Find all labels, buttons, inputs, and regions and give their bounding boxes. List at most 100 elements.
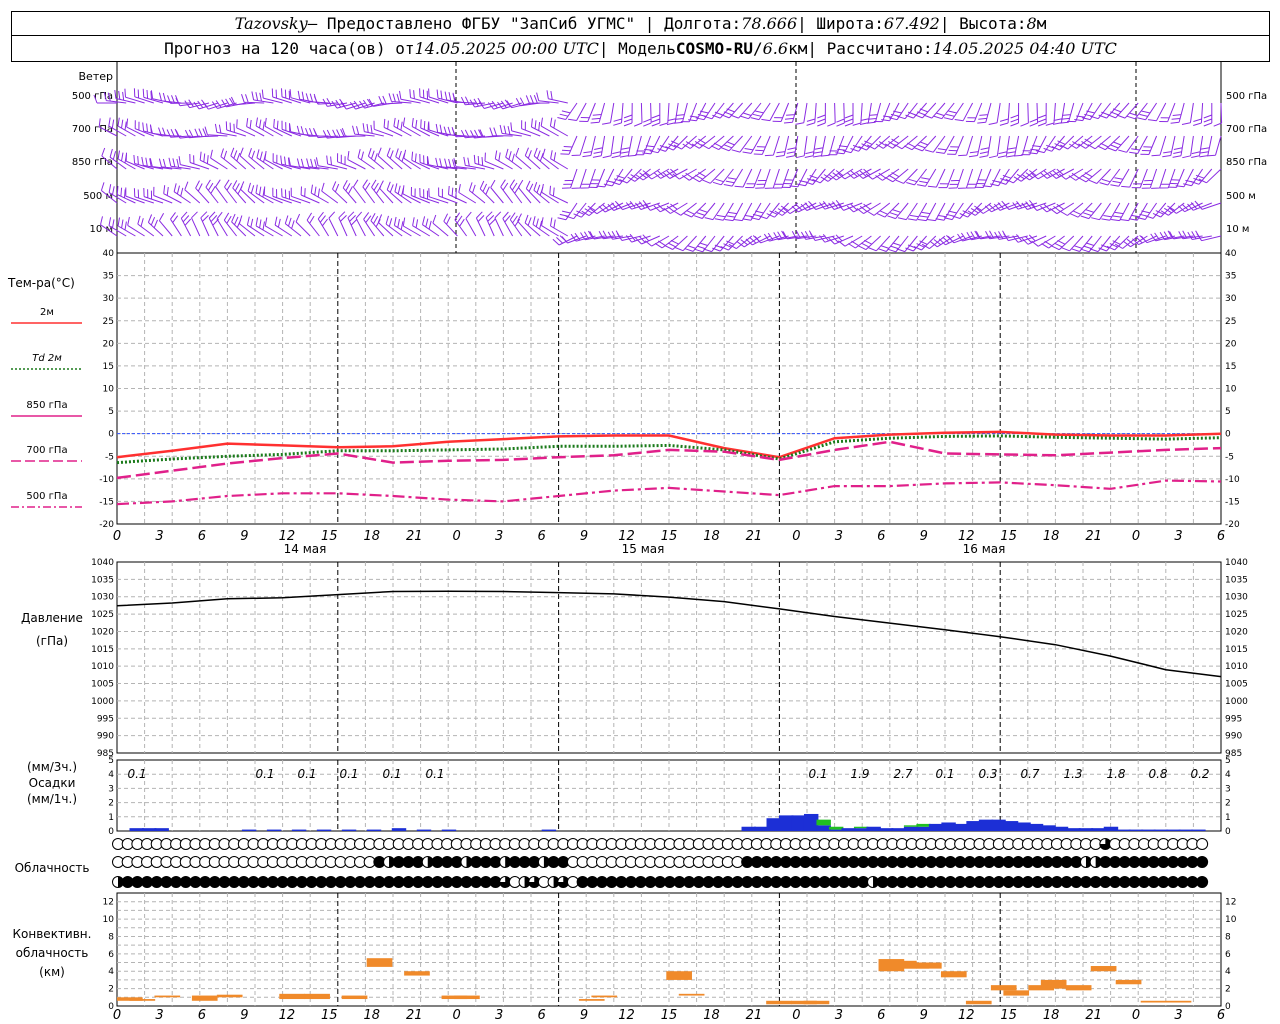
wind-barb	[216, 211, 228, 237]
wind-barb	[1159, 168, 1176, 189]
wind-barb	[184, 181, 201, 204]
conv-cloud-bar	[1003, 990, 1030, 996]
wind-barb	[271, 88, 292, 104]
wind-barb	[281, 188, 302, 204]
wind-barb	[133, 188, 154, 204]
precip-total-label: 2.7	[893, 767, 912, 781]
wind-barb	[1187, 230, 1212, 240]
temp-series-line	[116, 479, 1222, 506]
wind-barb	[525, 180, 541, 204]
wind-barb	[223, 212, 237, 237]
temp-ytick-right: 40	[1225, 249, 1237, 259]
pressure-ytick-right: 1015	[1225, 645, 1248, 655]
wind-barb	[1106, 235, 1130, 251]
wind-barb	[758, 202, 780, 220]
conv-cloud-bar	[1090, 966, 1117, 972]
wind-barb	[875, 135, 900, 149]
wind-barb	[644, 168, 670, 180]
wind-barb	[954, 102, 974, 122]
pressure-label-2: (гПа)	[36, 634, 68, 648]
wind-level-label-right: 500 м	[1226, 191, 1256, 202]
wind-barb	[654, 235, 679, 249]
wind-barb	[194, 128, 219, 138]
wind-barb	[1123, 235, 1148, 248]
conv-ytick-left: 12	[103, 898, 114, 908]
wind-barb	[289, 89, 311, 104]
wind-barb	[924, 135, 946, 153]
temp-series-line	[116, 440, 1222, 480]
wind-barb	[623, 102, 633, 127]
wind-barb	[1080, 202, 1102, 220]
temp-ytick-left: -5	[105, 452, 114, 462]
wind-barb	[589, 202, 615, 215]
conv-cloud-bar	[965, 1000, 992, 1005]
wind-barb	[419, 153, 440, 170]
wind-barb	[1028, 135, 1047, 155]
precip-bar-blue	[828, 829, 844, 831]
wind-barb	[683, 202, 707, 218]
wind-barb	[367, 148, 385, 170]
wind-barb	[887, 202, 909, 220]
time-tick-label: 18	[703, 529, 720, 544]
precip-bar-blue	[1153, 829, 1169, 831]
wind-barb	[256, 149, 274, 170]
wind-barb	[1172, 135, 1185, 158]
wind-barb	[979, 135, 992, 158]
wind-barb	[264, 217, 283, 237]
wind-barb	[189, 153, 210, 170]
wind-barb	[103, 92, 127, 104]
wind-barb	[331, 98, 357, 109]
wind-barb	[377, 214, 394, 237]
pressure-ytick-left: 1040	[91, 558, 114, 568]
wind-barb	[357, 149, 375, 170]
wind-barb	[443, 213, 458, 237]
wind-barb	[117, 117, 136, 137]
wind-barb	[894, 135, 918, 150]
precip-bar-blue	[1128, 829, 1144, 831]
altitude-value: 8	[1026, 14, 1037, 33]
precip-bar-blue	[978, 819, 994, 831]
wind-barb	[712, 168, 734, 186]
temp-ytick-left: 5	[108, 407, 114, 417]
wind-barb	[435, 157, 458, 170]
wind-barb	[497, 99, 522, 110]
wind-barb	[888, 102, 909, 121]
wind-barb	[178, 156, 200, 170]
wind-barb	[613, 102, 624, 126]
wind-barb	[704, 202, 725, 221]
time-tick-label-bottom: 12	[279, 1008, 296, 1023]
wind-barb	[1043, 135, 1065, 152]
wind-barb	[549, 117, 569, 137]
wind-barb	[332, 128, 357, 139]
time-tick-label-bottom: 15	[321, 1008, 338, 1023]
time-tick-label-bottom: 21	[1085, 1008, 1102, 1023]
wind-barb	[976, 202, 1001, 214]
pressure-ytick-right: 1040	[1225, 558, 1248, 568]
wind-barb	[1020, 102, 1029, 127]
temp-legend-label: 850 гПа	[26, 400, 67, 411]
precip-bar-blue	[966, 821, 981, 831]
wind-barb	[761, 102, 780, 122]
precip-total-label: 0.1	[808, 767, 827, 781]
precip-bar-blue	[991, 819, 1006, 831]
wind-barb	[673, 135, 697, 150]
precip-bar-blue	[1141, 829, 1156, 831]
wind-barb	[820, 135, 836, 157]
conv-ytick-right: 4	[1225, 967, 1231, 977]
wind-barb	[938, 235, 964, 246]
wind-barb	[1169, 202, 1194, 214]
wind-barb	[347, 211, 358, 237]
wind-barb	[828, 234, 854, 245]
wind-barb	[419, 187, 440, 204]
wind-barb	[951, 202, 973, 219]
wind-barb	[246, 118, 265, 137]
temp-ytick-left: -10	[99, 475, 114, 485]
latitude-label: | Широта:	[797, 14, 884, 33]
time-tick-label-bottom: 0	[792, 1008, 800, 1023]
wind-barb	[541, 183, 559, 204]
wind-barb	[1203, 103, 1213, 127]
day-label: 14 мая	[284, 542, 327, 556]
wind-barb	[1206, 135, 1222, 157]
temp-ytick-right: 5	[1225, 407, 1231, 417]
wind-barb	[795, 135, 808, 159]
